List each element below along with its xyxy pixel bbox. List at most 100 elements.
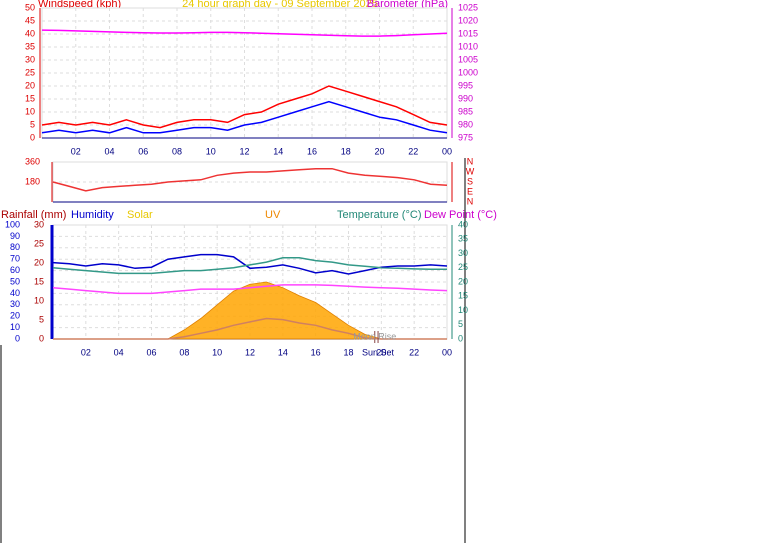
y2-tick-label: 1020 <box>458 15 478 25</box>
series-line <box>53 317 447 340</box>
y2-tick-label: 1010 <box>458 41 478 51</box>
y-tick-label: 20 <box>25 80 35 90</box>
x-tick-label: 20 <box>376 347 386 357</box>
x-tick-label: 20 <box>374 146 384 156</box>
series-line <box>52 257 447 275</box>
y-tick-label: 0 <box>15 333 20 343</box>
x-tick-label: 18 <box>343 347 353 357</box>
y3-tick-label: 20 <box>34 257 44 267</box>
uv-label: UV <box>265 209 281 221</box>
series-line <box>52 167 448 192</box>
y-tick-label: 10 <box>25 106 35 116</box>
y2-tick-label: 1025 <box>458 2 478 12</box>
x-tick-label: 00 <box>442 347 452 357</box>
y2-tick-label: 0 <box>458 333 463 343</box>
y2-tick-label: S <box>467 176 473 186</box>
x-tick-label: 06 <box>138 146 148 156</box>
y2-tick-label: 1015 <box>458 28 478 38</box>
series-line <box>41 100 448 134</box>
y-tick-label: 40 <box>10 288 20 298</box>
y2-tick-label: 40 <box>458 219 468 229</box>
y-axis-label: Windspeed (kph) <box>38 0 121 10</box>
y3-tick-label: 15 <box>34 276 44 286</box>
solar-label: Solar <box>127 209 153 221</box>
series-line <box>41 29 448 37</box>
x-tick-label: 12 <box>239 146 249 156</box>
y-tick-label: 60 <box>10 265 20 275</box>
x-tick-label: 12 <box>245 347 255 357</box>
x-tick-label: 02 <box>81 347 91 357</box>
plot-area <box>52 161 448 203</box>
y-tick-label: 70 <box>10 254 20 264</box>
x-tick-label: 08 <box>172 146 182 156</box>
y2-tick-label: 10 <box>458 305 468 315</box>
y2-tick-label: 985 <box>458 106 473 116</box>
x-tick-label: 06 <box>146 347 156 357</box>
y-tick-label: 50 <box>25 2 35 12</box>
y2-tick-label: E <box>467 186 473 196</box>
y2-tick-label: 15 <box>458 291 468 301</box>
y-tick-label: 40 <box>25 28 35 38</box>
y-tick-label: 30 <box>25 54 35 64</box>
y-tick-label: 25 <box>25 67 35 77</box>
x-tick-label: 16 <box>307 146 317 156</box>
y-tick-label: 180 <box>25 176 40 186</box>
y2-tick-label: 1005 <box>458 54 478 64</box>
x-tick-label: 10 <box>212 347 222 357</box>
y-tick-label: 0 <box>30 132 35 142</box>
annotation: Sun Set <box>362 347 395 357</box>
y-tick-label: 90 <box>10 231 20 241</box>
y2-tick-label: N <box>467 156 474 166</box>
y-tick-label: 10 <box>10 322 20 332</box>
y-tick-label: 50 <box>10 276 20 286</box>
x-tick-label: 04 <box>104 146 114 156</box>
series-line <box>41 85 448 129</box>
y2-tick-label: 30 <box>458 248 468 258</box>
y3-tick-label: 25 <box>34 238 44 248</box>
dew-point-label: Dew Point (°C) <box>424 209 497 221</box>
y2-tick-label: 25 <box>458 262 468 272</box>
x-tick-label: 00 <box>442 146 452 156</box>
y-tick-label: 80 <box>10 242 20 252</box>
x-tick-label: 10 <box>206 146 216 156</box>
x-tick-label: 04 <box>114 347 124 357</box>
annotation: Moon Rise <box>353 331 396 341</box>
y3-tick-label: 5 <box>39 314 44 324</box>
x-tick-label: 22 <box>409 347 419 357</box>
y-tick-label: 35 <box>25 41 35 51</box>
x-tick-label: 14 <box>273 146 283 156</box>
rainfall-label: Rainfall (mm) <box>1 209 66 221</box>
y2-tick-label: N <box>467 196 474 206</box>
x-tick-label: 16 <box>311 347 321 357</box>
y2-tick-label: 20 <box>458 276 468 286</box>
y2-tick-label: W <box>466 166 475 176</box>
y-tick-label: 360 <box>25 156 40 166</box>
y-tick-label: 20 <box>10 311 20 321</box>
y-tick-label: 45 <box>25 15 35 25</box>
y2-tick-label: 980 <box>458 119 473 129</box>
y2-tick-label: 5 <box>458 319 463 329</box>
y-tick-label: 100 <box>5 219 20 229</box>
y2-tick-label: 1000 <box>458 67 478 77</box>
temperature-label: Temperature (°C) <box>337 209 421 221</box>
y2-tick-label: 990 <box>458 93 473 103</box>
x-tick-label: 02 <box>71 146 81 156</box>
y3-tick-label: 30 <box>34 219 44 229</box>
y-tick-label: 30 <box>10 299 20 309</box>
y-tick-label: 5 <box>30 119 35 129</box>
y2-tick-label: 975 <box>458 132 473 142</box>
y2-axis-label: Barometer (hPa) <box>367 0 448 10</box>
y2-tick-label: 995 <box>458 80 473 90</box>
x-tick-label: 18 <box>341 146 351 156</box>
x-tick-label: 22 <box>408 146 418 156</box>
y3-tick-label: 10 <box>34 295 44 305</box>
x-tick-label: 08 <box>179 347 189 357</box>
y-tick-label: 15 <box>25 93 35 103</box>
y3-tick-label: 0 <box>39 333 44 343</box>
chart-title: 24 hour graph day - 09 September 2025 <box>182 0 378 10</box>
humidity-label: Humidity <box>71 209 114 221</box>
series-line <box>52 284 448 295</box>
x-tick-label: 14 <box>278 347 288 357</box>
y2-tick-label: 35 <box>458 234 468 244</box>
